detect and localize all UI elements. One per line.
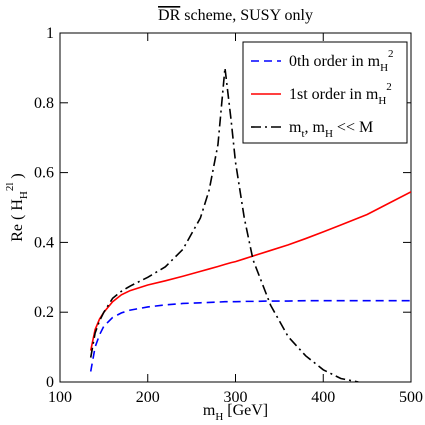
text-part: ) bbox=[9, 173, 26, 182]
y-tick-label: 0.2 bbox=[34, 304, 54, 321]
text-part: DR bbox=[158, 7, 181, 24]
text-part: m bbox=[203, 402, 216, 419]
text-part: [GeV] bbox=[223, 402, 268, 419]
text-part: H bbox=[380, 62, 388, 74]
legend-box bbox=[242, 41, 408, 144]
legend-label: 0th order in mH2 bbox=[289, 48, 394, 74]
text-part: H bbox=[18, 191, 30, 199]
series-line bbox=[89, 67, 359, 382]
text-part: << M bbox=[333, 119, 373, 136]
text-part: m bbox=[289, 119, 302, 136]
text-part: Re ( H bbox=[9, 199, 26, 242]
text-part: , m bbox=[305, 119, 326, 136]
legend-label: mt, mH << M bbox=[289, 119, 373, 140]
x-tick-label: 500 bbox=[399, 389, 423, 406]
y-axis-label: Re ( HH2l ) bbox=[4, 173, 30, 242]
text-part: 2l bbox=[4, 183, 16, 192]
x-axis-label: mH [GeV] bbox=[203, 402, 268, 423]
y-tick-label: 0 bbox=[46, 374, 54, 391]
text-part: t bbox=[301, 128, 304, 140]
y-tick-label: 0.8 bbox=[34, 95, 54, 112]
x-tick-label: 300 bbox=[224, 389, 248, 406]
text-part: 0th order in m bbox=[289, 53, 381, 70]
x-tick-label: 100 bbox=[48, 389, 72, 406]
series-line bbox=[89, 299, 411, 372]
y-tick-label: 1 bbox=[46, 25, 54, 42]
text-part: scheme, SUSY only bbox=[180, 7, 313, 24]
y-tick-label: 0.6 bbox=[34, 165, 54, 182]
text-part: H bbox=[378, 95, 386, 107]
x-tick-label: 200 bbox=[136, 389, 160, 406]
series-line bbox=[89, 191, 411, 351]
x-tick-label: 400 bbox=[311, 389, 335, 406]
text-part: 2 bbox=[388, 48, 394, 60]
text-part: 2 bbox=[386, 81, 392, 93]
text-part: 1st order in m bbox=[289, 86, 379, 103]
text-part: H bbox=[215, 411, 223, 423]
legend-label: 1st order in mH2 bbox=[289, 81, 392, 107]
text-part: H bbox=[325, 128, 333, 140]
chart-title: DR scheme, SUSY only bbox=[158, 7, 313, 24]
y-tick-label: 0.4 bbox=[34, 234, 54, 251]
